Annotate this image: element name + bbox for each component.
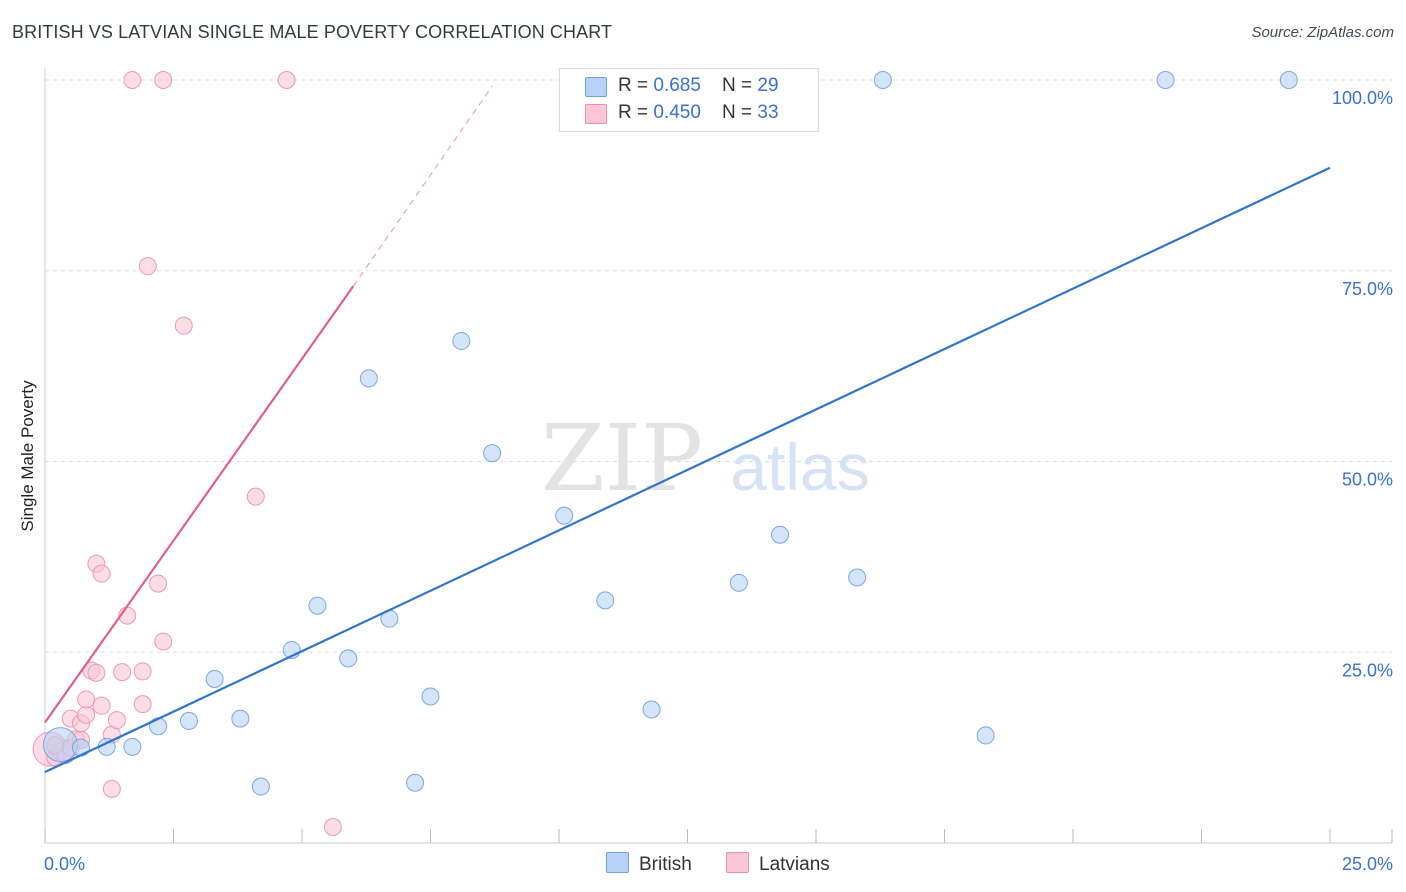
x-tick-label-max: 25.0% (1342, 854, 1393, 874)
latvian-point (133, 662, 152, 681)
british-point (231, 709, 250, 728)
y-tick-label: 100.0% (1332, 88, 1393, 108)
latvian-point (154, 71, 173, 89)
legend-text-british: R = 0.685 N = 29 (618, 75, 779, 97)
legend-text-latvian: R = 0.450 N = 33 (618, 102, 779, 124)
british-point (308, 596, 327, 615)
british-point (42, 727, 78, 763)
british-point (339, 649, 358, 668)
british-point (179, 711, 198, 730)
legend-r-label: R = (618, 102, 654, 123)
gridlines (45, 79, 1392, 653)
legend-n-label: N = (722, 102, 758, 123)
latvian-trend-extension (352, 85, 493, 287)
latvian-point (102, 779, 121, 798)
british-point (729, 573, 748, 592)
latvian-trend-line (44, 285, 355, 724)
y-tick-label: 50.0% (1342, 470, 1393, 490)
british-point (149, 717, 168, 736)
british-point (1156, 71, 1175, 89)
british-point (483, 444, 502, 463)
latvian-point (323, 817, 342, 836)
watermark-zip: ZIP (541, 405, 703, 512)
legend-n-label: N = (722, 75, 758, 96)
british-point (771, 525, 790, 544)
latvian-point (107, 711, 126, 730)
british-point (406, 773, 425, 792)
tick-labels: 25.0% 50.0% 75.0% 100.0% 0.0% 25.0% (44, 88, 1393, 874)
y-axis-label: Single Male Poverty (18, 380, 37, 532)
bottom-legend-british[interactable]: British (606, 852, 692, 876)
british-point (251, 777, 270, 796)
trend-lines (44, 85, 1331, 774)
latvian-point (113, 663, 132, 682)
legend: R = 0.685 N = 29 R = 0.450 N = 33 (559, 68, 819, 132)
legend-swatch-latvian (585, 104, 607, 124)
latvian-point (277, 71, 296, 89)
latvian-point (154, 632, 173, 651)
british-point (642, 700, 661, 719)
y-tick-label: 75.0% (1342, 279, 1393, 299)
bottom-legend-latvian[interactable]: Latvians (726, 852, 830, 876)
british-point (452, 331, 471, 350)
british-point (71, 738, 90, 757)
watermark-atlas: atlas (730, 430, 869, 504)
british-point (421, 687, 440, 706)
latvian-point (77, 690, 96, 709)
legend-n-value-latvian: 33 (757, 102, 779, 123)
bottom-legend-label-latvian: Latvians (759, 854, 830, 875)
bottom-legend-swatch-british (606, 852, 629, 873)
axes (44, 68, 1393, 844)
y-tick-label: 25.0% (1342, 660, 1393, 680)
british-point (596, 591, 615, 610)
latvian-point (138, 257, 157, 276)
bottom-legend-swatch-latvian (726, 852, 749, 873)
british-point (359, 369, 378, 388)
latvian-point (92, 696, 111, 715)
british-point (205, 669, 224, 688)
legend-r-label: R = (618, 75, 654, 96)
legend-r-value-latvian: 0.450 (653, 102, 701, 123)
latvian-point (246, 487, 265, 506)
x-tick-label-min: 0.0% (44, 854, 85, 874)
latvian-point (87, 663, 106, 682)
british-point (976, 726, 995, 745)
bottom-legend-label-british: British (639, 854, 692, 875)
british-point (848, 568, 867, 587)
british-point (873, 71, 892, 89)
watermark: ZIP atlas (541, 405, 870, 512)
legend-swatch-british (585, 77, 607, 97)
british-point (1279, 71, 1298, 89)
latvian-point (123, 71, 142, 89)
british-trend-line (44, 166, 1331, 774)
legend-n-value-british: 29 (757, 75, 779, 96)
chart-title: BRITISH VS LATVIAN SINGLE MALE POVERTY C… (12, 22, 613, 42)
british-point (555, 506, 574, 525)
latvian-point (149, 574, 168, 593)
latvian-point (133, 695, 152, 714)
latvian-point (174, 316, 193, 335)
british-point (123, 737, 142, 756)
latvian-point (77, 705, 96, 724)
source-label: Source: ZipAtlas.com (1251, 24, 1394, 41)
legend-r-value-british: 0.685 (653, 75, 701, 96)
latvian-point (92, 564, 111, 583)
